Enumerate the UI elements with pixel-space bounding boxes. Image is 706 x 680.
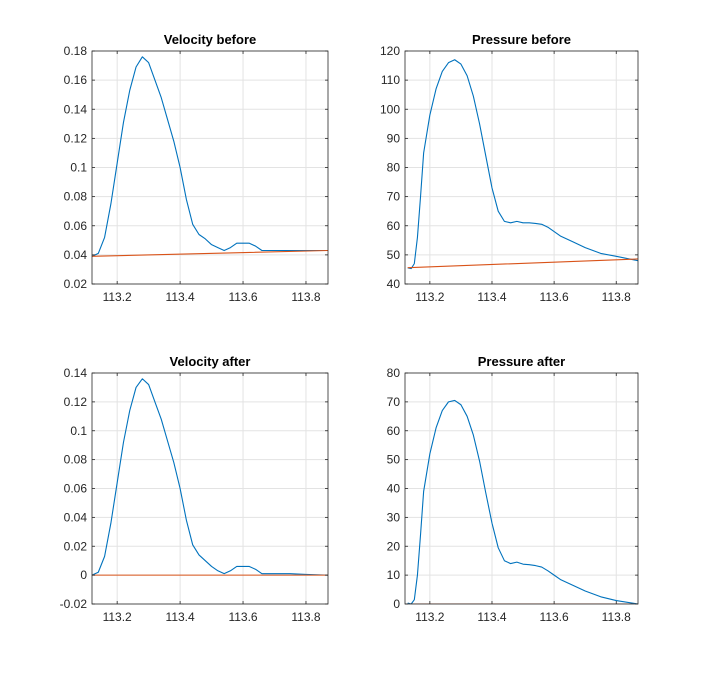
pressure-before-x-tick-label: 113.6 <box>540 290 569 304</box>
velocity-after-signal-line <box>92 378 328 576</box>
velocity-after-y-tick-label: -0.02 <box>60 597 88 611</box>
pressure-before-ticks: 113.2 113.4 113.6 113.8 40 50 60 70 80 90 100 110 12… <box>380 44 638 304</box>
velocity-before-y-tick-label: 0.08 <box>64 190 88 204</box>
velocity-after-x-tick-label: 113.4 <box>166 610 195 624</box>
velocity-after-y-tick-label: 0.12 <box>64 395 88 409</box>
pressure-after-grid <box>405 372 638 605</box>
velocity-before-y-tick-label: 0.02 <box>64 277 88 291</box>
pressure-before-y-tick-label: 70 <box>387 190 401 204</box>
pressure-after-y-tick-label: 40 <box>387 482 401 496</box>
velocity-before-y-tick-label: 0.06 <box>64 219 88 233</box>
pressure-before-y-tick-label: 80 <box>387 161 401 175</box>
pressure-before-y-tick-label: 40 <box>387 277 401 291</box>
velocity-before-y-tick-label: 0.18 <box>64 44 88 58</box>
pressure-after-ticks: 113.2 113.4 113.6 113.8 0 10 20 30 40 50 60 70 80 <box>387 366 638 624</box>
pressure-after-x-tick-label: 113.8 <box>602 610 631 624</box>
pressure-after-y-tick-label: 60 <box>387 424 401 438</box>
velocity-after-y-tick-label: 0.06 <box>64 482 88 496</box>
pressure-before-y-tick-label: 90 <box>387 131 401 145</box>
velocity-before-x-tick-label: 113.6 <box>228 290 257 304</box>
pressure-after-x-tick-label: 113.2 <box>415 610 444 624</box>
pressure-after-lines <box>407 399 638 604</box>
velocity-before-y-tick-label: 0.16 <box>64 73 88 87</box>
velocity-before-x-tick-label: 113.2 <box>103 290 132 304</box>
velocity-after-panel: 113.2 113.4 113.6 113.8 -0.02 0 0.02 0.04 0.06 0.… <box>60 354 329 624</box>
velocity-before-lines <box>92 56 328 257</box>
velocity-after-y-tick-label: 0.1 <box>70 424 87 438</box>
velocity-after-title: Velocity after <box>170 354 251 369</box>
pressure-before-signal-line <box>407 59 638 270</box>
velocity-after-y-tick-label: 0.14 <box>64 366 88 380</box>
velocity-before-y-tick-label: 0.1 <box>70 161 87 175</box>
velocity-after-x-tick-label: 113.2 <box>103 610 132 624</box>
pressure-before-x-tick-label: 113.4 <box>477 290 506 304</box>
velocity-after-ticks: 113.2 113.4 113.6 113.8 -0.02 0 0.02 0.04 0.06 0.… <box>60 366 328 624</box>
velocity-after-x-tick-label: 113.8 <box>291 610 320 624</box>
pressure-before-y-tick-label: 60 <box>387 219 401 233</box>
velocity-before-y-tick-label: 0.14 <box>64 102 88 116</box>
velocity-before-x-tick-label: 113.4 <box>166 290 195 304</box>
pressure-after-y-tick-label: 80 <box>387 366 401 380</box>
velocity-before-title: Velocity before <box>164 32 256 47</box>
velocity-before-signal-line <box>92 56 328 257</box>
pressure-before-title: Pressure before <box>472 32 571 47</box>
velocity-before-x-tick-label: 113.8 <box>291 290 320 304</box>
pressure-after-y-tick-label: 50 <box>387 453 401 467</box>
velocity-after-y-tick-label: 0.02 <box>64 539 88 553</box>
pressure-after-y-tick-label: 10 <box>387 568 401 582</box>
pressure-after-x-tick-label: 113.6 <box>540 610 569 624</box>
pressure-before-lines <box>407 59 638 270</box>
pressure-before-panel: 113.2 113.4 113.6 113.8 40 50 60 70 80 90 100 110 12… <box>380 32 639 304</box>
pressure-before-x-tick-label: 113.2 <box>415 290 444 304</box>
pressure-before-baseline-line <box>407 258 638 269</box>
pressure-after-panel: 113.2 113.4 113.6 113.8 0 10 20 30 40 50 60 70 80 Pr… <box>387 354 639 624</box>
velocity-after-y-tick-label: 0.04 <box>64 510 88 524</box>
pressure-after-y-tick-label: 0 <box>393 597 400 611</box>
pressure-after-y-tick-label: 20 <box>387 539 401 553</box>
velocity-before-y-tick-label: 0.04 <box>64 248 88 262</box>
velocity-before-panel: 113.2 113.4 113.6 113.8 0.02 0.04 0.06 0.08 0.1 0… <box>64 32 329 304</box>
pressure-after-title: Pressure after <box>478 354 565 369</box>
pressure-before-y-tick-label: 50 <box>387 248 401 262</box>
velocity-before-ticks: 113.2 113.4 113.6 113.8 0.02 0.04 0.06 0.08 0.1 0… <box>64 44 328 304</box>
pressure-before-y-tick-label: 100 <box>380 102 400 116</box>
pressure-after-signal-line <box>407 399 638 604</box>
velocity-after-lines <box>92 378 328 576</box>
velocity-after-x-tick-label: 113.6 <box>228 610 257 624</box>
velocity-after-y-tick-label: 0.08 <box>64 453 88 467</box>
pressure-before-y-tick-label: 120 <box>380 44 400 58</box>
pressure-before-y-tick-label: 110 <box>381 73 400 87</box>
velocity-before-baseline-line <box>92 249 328 257</box>
pressure-after-y-tick-label: 30 <box>387 510 401 524</box>
pressure-after-x-tick-label: 113.4 <box>477 610 506 624</box>
velocity-before-y-tick-label: 0.12 <box>64 131 88 145</box>
velocity-after-y-tick-label: 0 <box>80 568 87 582</box>
pressure-after-y-tick-label: 70 <box>387 395 401 409</box>
pressure-before-x-tick-label: 113.8 <box>602 290 631 304</box>
